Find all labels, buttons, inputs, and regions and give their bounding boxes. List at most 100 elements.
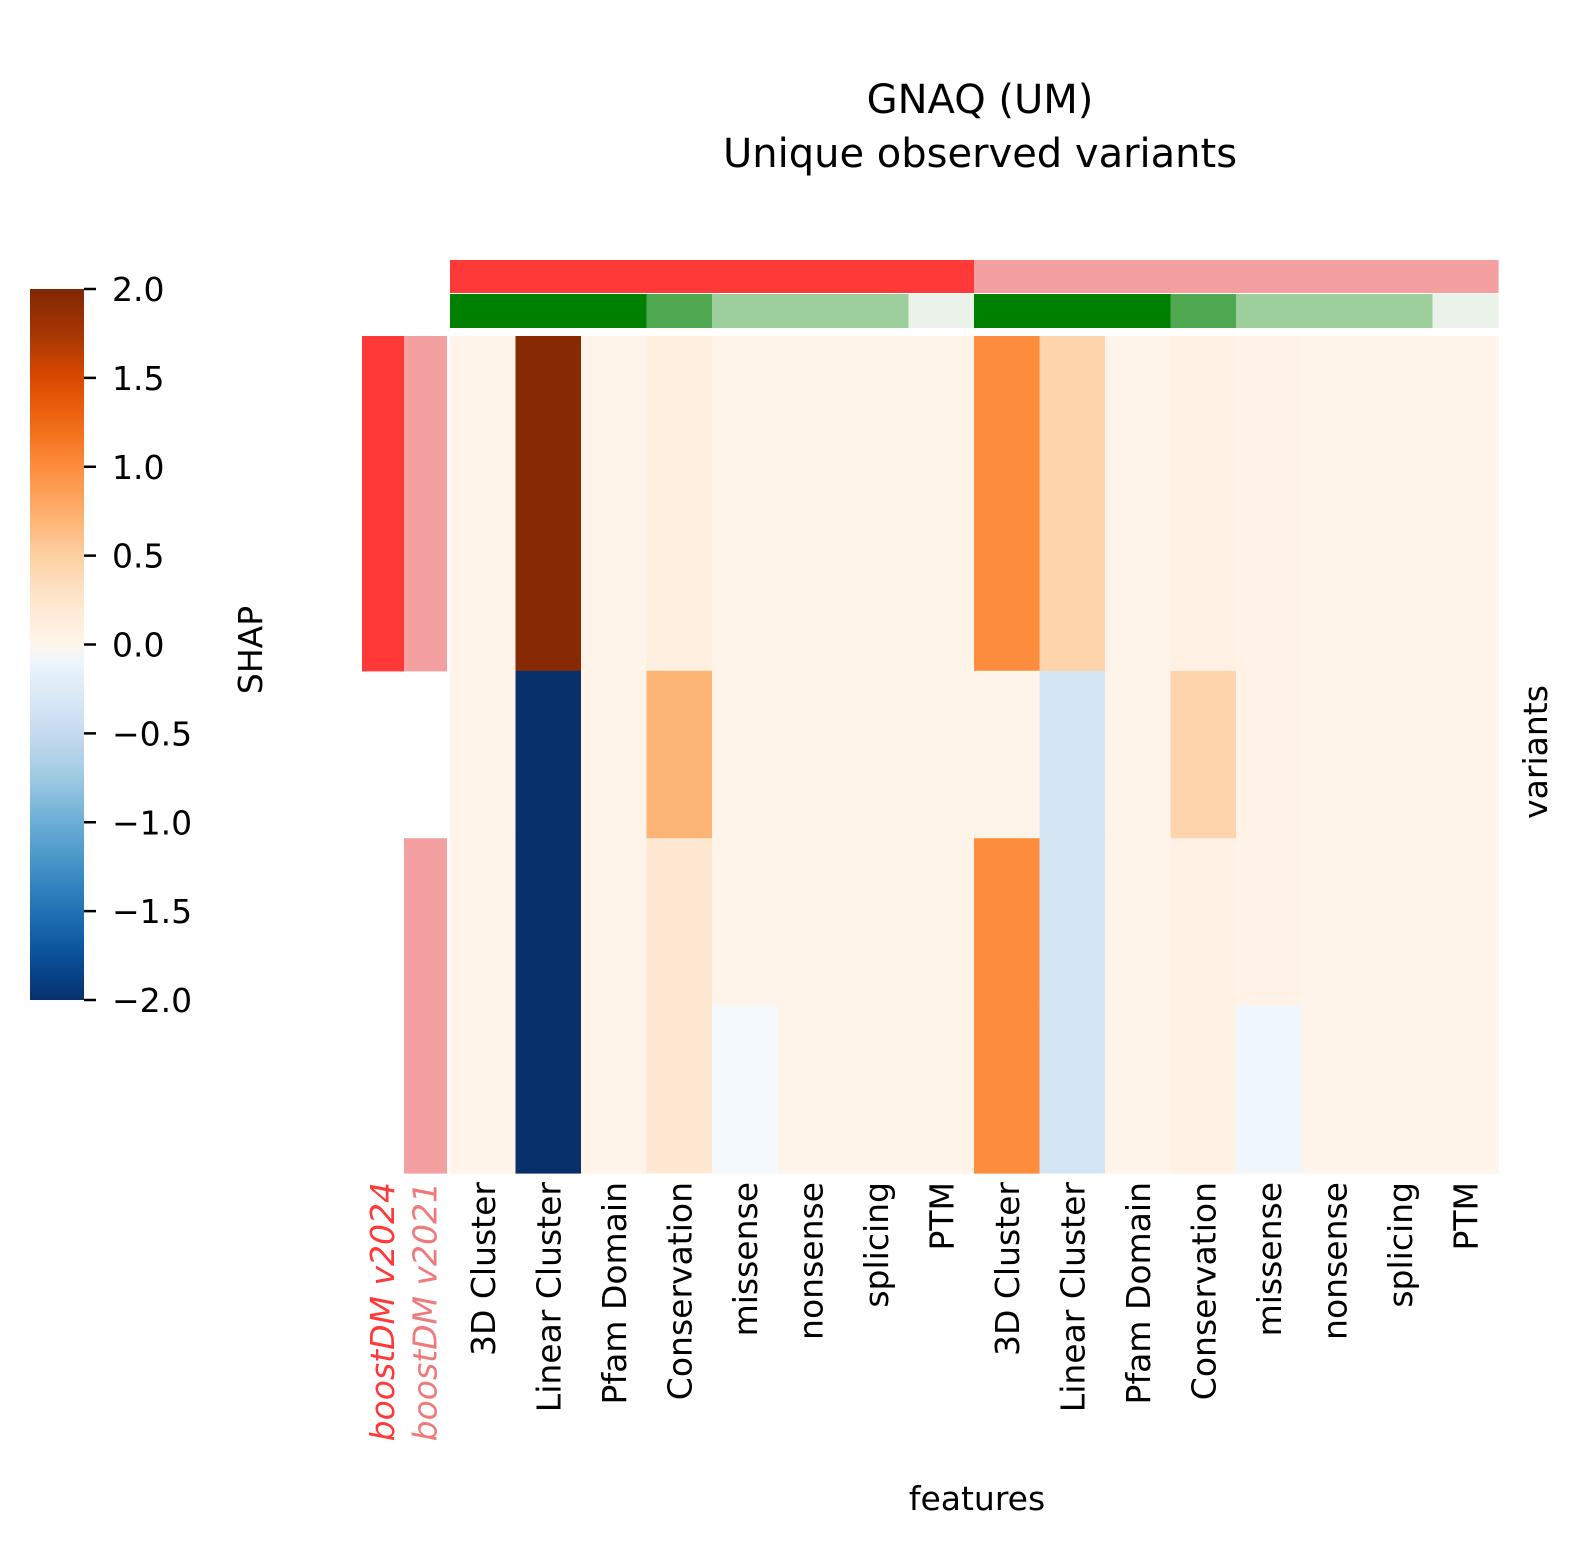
column-model-bar <box>1236 260 1303 293</box>
heatmap-cell <box>974 838 1041 1007</box>
column-model-bar <box>1432 260 1499 293</box>
heatmap-cell <box>1301 838 1368 1007</box>
heatmap-cell <box>1301 503 1368 672</box>
column-category-bar <box>712 294 779 328</box>
heatmap-cell <box>1105 1005 1172 1174</box>
heatmap-cell <box>1236 670 1303 839</box>
x-tick-label-annotation: boostDM v2021 <box>406 1182 445 1441</box>
column-model-bar <box>450 260 517 293</box>
heatmap-cell <box>515 838 582 1007</box>
column-model-bar <box>646 260 713 293</box>
heatmap-cell <box>450 1005 517 1174</box>
heatmap-cell <box>646 670 713 839</box>
heatmap-cell <box>515 1005 582 1174</box>
heatmap-cell <box>1236 838 1303 1007</box>
column-category-bar <box>1367 294 1434 328</box>
colorbar-tick-label: −1.5 <box>112 892 192 931</box>
colorbar: 2.0 1.5 1.0 0.5 0.0 −0.5 −1.0 −1.5 −2.0 <box>30 270 192 1020</box>
heatmap-cell <box>1301 670 1368 839</box>
heatmap-cell <box>1170 503 1237 672</box>
heatmap-cell <box>777 670 844 839</box>
heatmap-cell <box>777 503 844 672</box>
heatmap-cell <box>1367 336 1434 504</box>
row-annotation-cell <box>404 503 447 672</box>
chart-title: GNAQ (UM) <box>866 77 1094 123</box>
heatmap-cell <box>908 670 975 839</box>
heatmap-cell <box>646 336 713 504</box>
heatmap-cell <box>712 503 779 672</box>
column-category-bar <box>1170 294 1237 328</box>
heatmap-cell <box>1367 503 1434 672</box>
x-tick-label: splicing <box>857 1182 896 1308</box>
x-tick-label: Linear Cluster <box>529 1182 568 1413</box>
column-model-bar <box>1301 260 1368 293</box>
heatmap-cell <box>974 670 1041 839</box>
column-category-bar <box>843 294 910 328</box>
colorbar-tick-label: 2.0 <box>112 270 164 309</box>
heatmap-cell <box>974 1005 1041 1174</box>
column-model-bar <box>908 260 975 293</box>
heatmap-cell <box>908 503 975 672</box>
heatmap-cell <box>777 1005 844 1174</box>
heatmap-cell <box>1301 1005 1368 1174</box>
heatmap-cell <box>712 1005 779 1174</box>
heatmap-cell <box>712 336 779 504</box>
heatmap-cell <box>1039 503 1106 672</box>
heatmap-cell <box>843 670 910 839</box>
heatmap-cell <box>1170 336 1237 504</box>
row-annotation-cell <box>404 838 447 1007</box>
column-model-bar <box>1170 260 1237 293</box>
heatmap-cell <box>450 838 517 1007</box>
column-model-bar <box>515 260 582 293</box>
heatmap-cell <box>450 503 517 672</box>
heatmap-cell <box>450 670 517 839</box>
x-tick-label-annotation: boostDM v2024 <box>363 1182 402 1441</box>
heatmap-cell <box>581 670 648 839</box>
column-model-bar <box>974 260 1041 293</box>
heatmap-cell <box>581 503 648 672</box>
heatmap-cell <box>1170 838 1237 1007</box>
colorbar-gradient <box>30 289 84 1000</box>
x-axis-label: features <box>909 1479 1045 1518</box>
colorbar-tick-label: 0.5 <box>112 537 164 576</box>
column-model-bar <box>1105 260 1172 293</box>
x-tick-label: missense <box>1250 1182 1289 1336</box>
x-tick-label: 3D Cluster <box>988 1182 1027 1356</box>
heatmap-cell <box>646 1005 713 1174</box>
heatmap-cell <box>777 336 844 504</box>
heatmap-cell <box>1039 336 1106 504</box>
x-tick-label: nonsense <box>1315 1182 1354 1340</box>
column-model-bar <box>777 260 844 293</box>
heatmap-cell <box>515 503 582 672</box>
heatmap-cell <box>1170 1005 1237 1174</box>
column-category-bar <box>450 294 517 328</box>
heatmap-cell <box>908 838 975 1007</box>
heatmap-cells <box>450 336 1499 1174</box>
colorbar-tick-label: −2.0 <box>112 981 192 1020</box>
heatmap-cell <box>1432 670 1499 839</box>
heatmap-cell <box>515 670 582 839</box>
heatmap-cell <box>712 838 779 1007</box>
column-category-bar <box>1105 294 1172 328</box>
heatmap-cell <box>843 336 910 504</box>
column-category-bar <box>1432 294 1499 328</box>
heatmap-cell <box>1432 1005 1499 1174</box>
heatmap-cell <box>908 1005 975 1174</box>
heatmap-cell <box>1039 1005 1106 1174</box>
heatmap-cell <box>1105 503 1172 672</box>
row-annotation-cell <box>404 336 447 504</box>
heatmap-cell <box>1170 670 1237 839</box>
heatmap-cell <box>1236 1005 1303 1174</box>
colorbar-tick-label: −0.5 <box>112 714 192 753</box>
column-model-bar <box>581 260 648 293</box>
heatmap-cell <box>1039 838 1106 1007</box>
heatmap-cell <box>1367 838 1434 1007</box>
column-category-bar <box>1236 294 1303 328</box>
heatmap-cell <box>646 838 713 1007</box>
heatmap-cell <box>1236 336 1303 504</box>
x-tick-label: nonsense <box>791 1182 830 1340</box>
heatmap-cell <box>1432 503 1499 672</box>
row-annotation-cell <box>362 336 404 504</box>
heatmap-cell <box>646 503 713 672</box>
